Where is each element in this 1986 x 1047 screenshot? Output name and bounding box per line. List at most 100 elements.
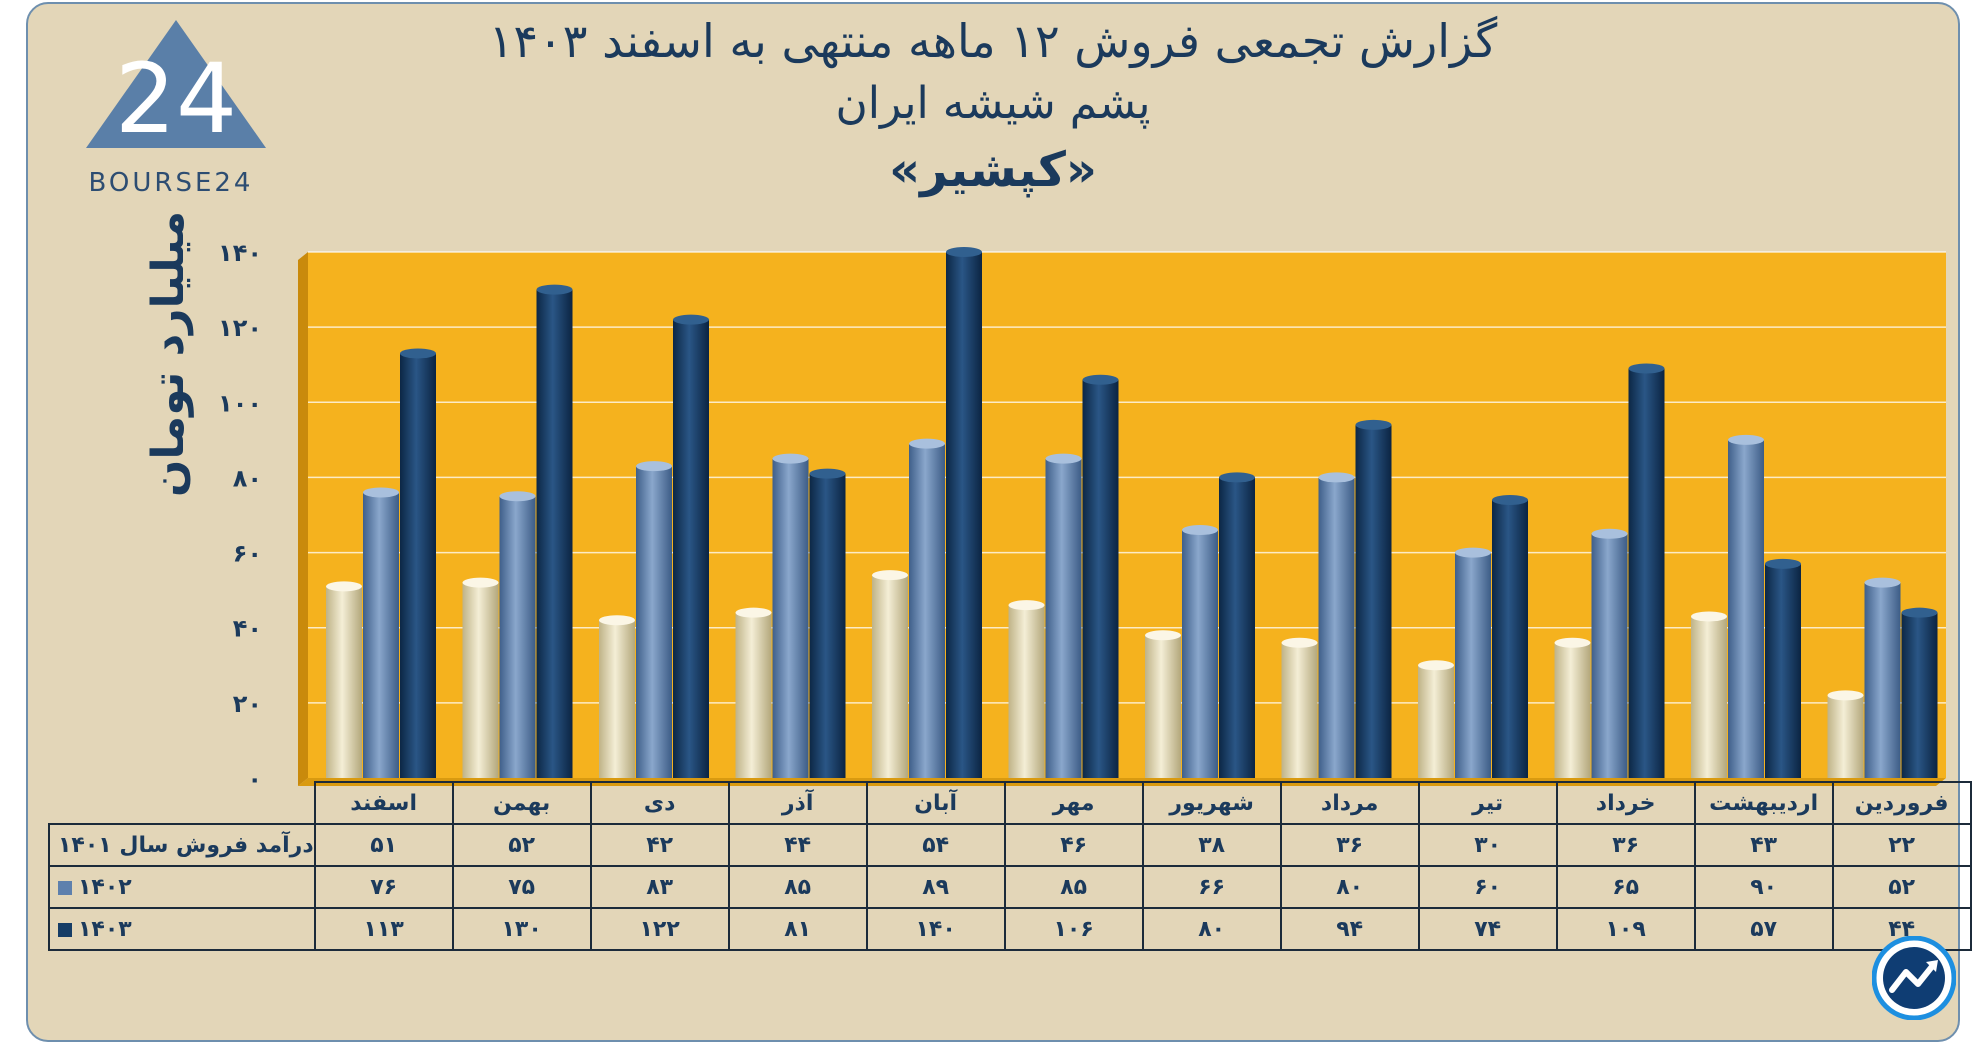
bar [809, 473, 846, 778]
plot-side-wall [298, 252, 308, 786]
bar [1355, 424, 1392, 778]
bar [400, 353, 436, 778]
bar [946, 252, 982, 778]
table-cell: ۷۴ [1417, 907, 1558, 951]
bar [1691, 616, 1727, 778]
table-cell: ۵۲ [1831, 865, 1972, 909]
bar [636, 466, 672, 778]
bar-cap [599, 615, 635, 626]
bar-cap [1901, 607, 1938, 618]
bar [1082, 379, 1119, 778]
bar [673, 319, 709, 778]
bar-cap [1691, 611, 1727, 622]
table-cell: ۶۰ [1417, 865, 1558, 909]
bar [1492, 499, 1528, 778]
bar-cap [1008, 600, 1045, 611]
y-tick-label: ۱۲۰ [218, 314, 262, 342]
bar-cap [1591, 528, 1628, 539]
legend-label: ۱۴۰۲ [78, 874, 132, 900]
table-cell: ۳۶ [1279, 823, 1420, 867]
table-cell: ۳۸ [1141, 823, 1282, 867]
bar [872, 575, 908, 778]
bar-cap [1045, 453, 1082, 464]
y-tick-label: ۲۰ [233, 690, 262, 718]
table-cell: ۱۴۰ [865, 907, 1006, 951]
bar [1418, 665, 1454, 778]
plot-background [308, 252, 1946, 778]
bar [1219, 477, 1255, 778]
bourse24-logo: 24 [86, 20, 266, 155]
legend-entry: ۱۴۰۳ [48, 907, 316, 951]
table-cell: ۸۹ [865, 865, 1006, 909]
bar-cap [1219, 472, 1255, 483]
table-cell: ۸۵ [1003, 865, 1144, 909]
bar [1864, 582, 1901, 778]
bar-cap [1418, 660, 1454, 671]
bar [1591, 533, 1628, 778]
y-tick-label: ۸۰ [233, 464, 262, 492]
bar [1145, 635, 1181, 778]
table-month-header: دی [589, 781, 730, 825]
bar [326, 586, 362, 778]
table-cell: ۹۴ [1279, 907, 1420, 951]
table-month-header: آذر [727, 781, 868, 825]
legend-label: ۱۴۰۳ [78, 916, 132, 942]
bar-cap [1765, 558, 1801, 569]
bar-cap [400, 348, 436, 359]
table-cell: ۵۷ [1693, 907, 1834, 951]
bar-cap [326, 581, 362, 592]
table-cell: ۴۴ [727, 823, 868, 867]
table-month-header: فروردین [1831, 781, 1972, 825]
table-cell: ۱۱۳ [313, 907, 454, 951]
bar [363, 492, 399, 778]
bar [909, 443, 945, 778]
bar [499, 496, 536, 778]
bar [462, 582, 499, 778]
bar-cap [1827, 690, 1864, 701]
table-cell: ۳۶ [1555, 823, 1696, 867]
table-cell: ۱۳۰ [451, 907, 592, 951]
y-tick-label: ۴۰ [233, 615, 262, 643]
trend-badge-icon [1872, 936, 1956, 1020]
table-cell: ۵۲ [451, 823, 592, 867]
bar [599, 620, 635, 778]
bar-cap [462, 577, 499, 588]
y-tick-label: ۱۰۰ [218, 389, 262, 417]
data-table: اسفند بهمن دی آذر آبان مهر شهریور مرداد … [48, 781, 1972, 951]
bar [536, 289, 573, 778]
table-month-header: مرداد [1279, 781, 1420, 825]
table-row: ۱۴۰۲ ۷۶ ۷۵ ۸۳ ۸۵ ۸۹ ۸۵ ۶۶ ۸۰ ۶۰ ۶۵ ۹۰ ۵۲ [48, 865, 1972, 909]
table-month-header: مهر [1003, 781, 1144, 825]
bar [1728, 439, 1764, 778]
logo-triangle [86, 20, 266, 148]
table-cell: ۸۰ [1279, 865, 1420, 909]
bar [1765, 563, 1801, 778]
table-cell: ۴۶ [1003, 823, 1144, 867]
bar [1901, 612, 1938, 778]
legend-swatch [58, 922, 72, 937]
bar-cap [1145, 630, 1181, 641]
chart-title: گزارش تجمعی فروش ۱۲ ماهه منتهی به اسفند … [488, 14, 1498, 68]
table-month-header: خرداد [1555, 781, 1696, 825]
bar-cap [1864, 577, 1901, 588]
table-row: درآمد فروش سال ۱۴۰۱ ۵۱ ۵۲ ۴۲ ۴۴ ۵۴ ۴۶ ۳۸ ۳۶ ۳۰ ۳۶ ۴… [48, 823, 1972, 867]
table-cell: ۵۴ [865, 823, 1006, 867]
bar-cap [536, 284, 573, 295]
bar-cap [673, 314, 709, 325]
legend-entry: درآمد فروش سال ۱۴۰۱ [48, 823, 316, 867]
bar-cap [1355, 419, 1392, 430]
bar [1827, 695, 1864, 778]
table-corner [49, 782, 315, 824]
legend-label: درآمد فروش سال ۱۴۰۱ [58, 832, 314, 858]
bar [735, 612, 772, 778]
bar [1628, 368, 1665, 778]
table-cell: ۸۳ [589, 865, 730, 909]
table-cell: ۶۵ [1555, 865, 1696, 909]
table-cell: ۳۰ [1417, 823, 1558, 867]
bar-cap [499, 491, 536, 502]
logo-text: BOURSE24 [88, 168, 254, 198]
company-name: پشم شیشه ایران [835, 78, 1151, 129]
bar [1318, 477, 1355, 778]
bar-cap [735, 607, 772, 618]
